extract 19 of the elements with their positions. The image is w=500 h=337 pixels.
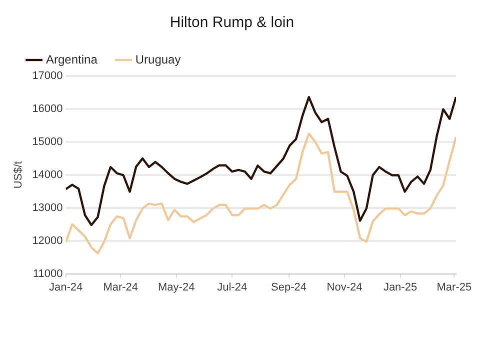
x-tick-label: Mar-24 xyxy=(103,281,138,294)
y-tick-label: 16000 xyxy=(32,103,63,115)
x-tick-label: Jul-24 xyxy=(217,281,248,294)
chart-title: Hilton Rump & loin xyxy=(170,14,294,32)
y-tick-label: 17000 xyxy=(32,70,63,82)
x-tick-label: Sep-24 xyxy=(271,281,307,294)
y-tick-label: 13000 xyxy=(32,202,63,214)
legend-label: Uruguay xyxy=(135,52,181,66)
y-tick-label: 15000 xyxy=(32,136,63,148)
x-tick-label: Nov-24 xyxy=(326,281,362,294)
x-tick-label: May-24 xyxy=(158,281,195,294)
y-tick-label: 14000 xyxy=(32,168,63,181)
legend-label: Argentina xyxy=(46,52,98,66)
x-tick-label: Mar-25 xyxy=(436,281,472,294)
x-tick-label: Jan-25 xyxy=(383,281,418,294)
y-tick-label: 11000 xyxy=(33,268,63,280)
y-tick-label: 12000 xyxy=(32,234,63,247)
x-tick-label: Jan-24 xyxy=(48,281,83,294)
y-axis-title: US$/t xyxy=(12,161,25,189)
